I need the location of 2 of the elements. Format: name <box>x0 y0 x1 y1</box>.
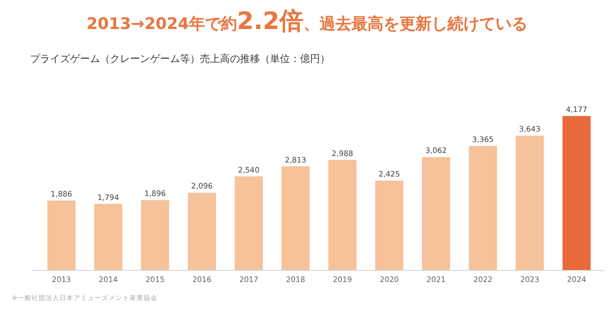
subtitle: プライズゲーム（クレーンゲーム等）売上高の推移（単位：億円） <box>30 54 330 65</box>
title: 2013→2024年で約2.2倍、過去最高を更新し続けている <box>86 7 528 35</box>
